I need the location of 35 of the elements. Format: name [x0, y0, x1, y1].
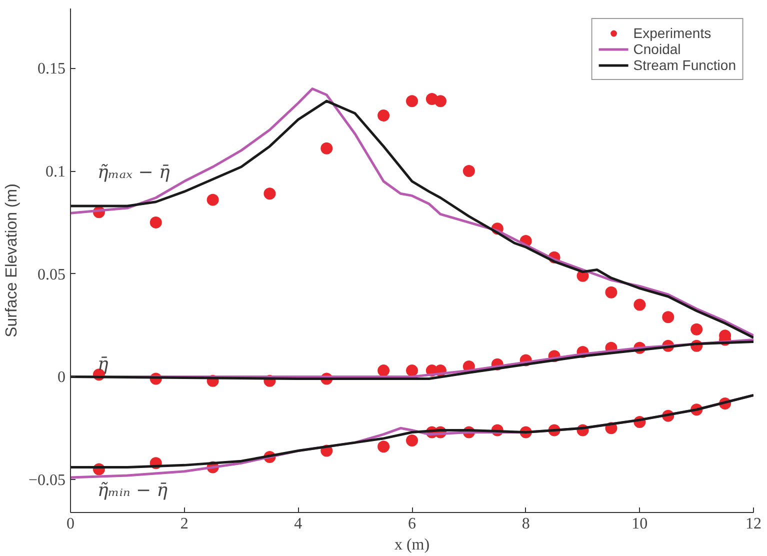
point — [206, 194, 219, 206]
point — [378, 109, 390, 122]
point — [434, 95, 446, 108]
y-tick-label: 0.15 — [38, 60, 66, 78]
point — [406, 434, 418, 446]
legend-label: Stream Function — [633, 57, 736, 73]
point — [634, 298, 646, 311]
y-tick-label: 0.05 — [38, 266, 66, 284]
point — [662, 311, 674, 324]
x-tick-label: 8 — [522, 516, 530, 532]
annotation: η̄ — [98, 354, 108, 375]
point — [690, 323, 703, 336]
point — [264, 188, 276, 200]
annotation: η̃ₘₐₓ − η̄ — [98, 162, 170, 183]
legend-label: Cnoidal — [633, 41, 681, 57]
point — [320, 142, 333, 154]
point — [150, 216, 162, 228]
x-tick-label: 4 — [294, 516, 302, 532]
point — [378, 440, 390, 453]
point — [378, 364, 390, 377]
annotation: η̃ₘᵢₙ − η̄ — [98, 480, 168, 501]
y-tick-label: 0.1 — [46, 164, 66, 181]
point — [462, 165, 475, 177]
y-tick-label: 0 — [58, 369, 66, 386]
y-tick-label: −0.05 — [28, 472, 66, 490]
y-axis-title: Surface Elevation (m) — [3, 184, 20, 338]
x-axis-title: x (m) — [394, 536, 430, 554]
x-tick-label: 6 — [408, 516, 416, 532]
legend-label: Experiments — [633, 25, 712, 41]
point — [406, 364, 418, 377]
point — [406, 95, 418, 108]
x-tick-label: 12 — [746, 516, 762, 532]
x-tick-label: 10 — [632, 516, 648, 532]
point — [605, 286, 618, 298]
x-tick-label: 2 — [180, 516, 188, 532]
